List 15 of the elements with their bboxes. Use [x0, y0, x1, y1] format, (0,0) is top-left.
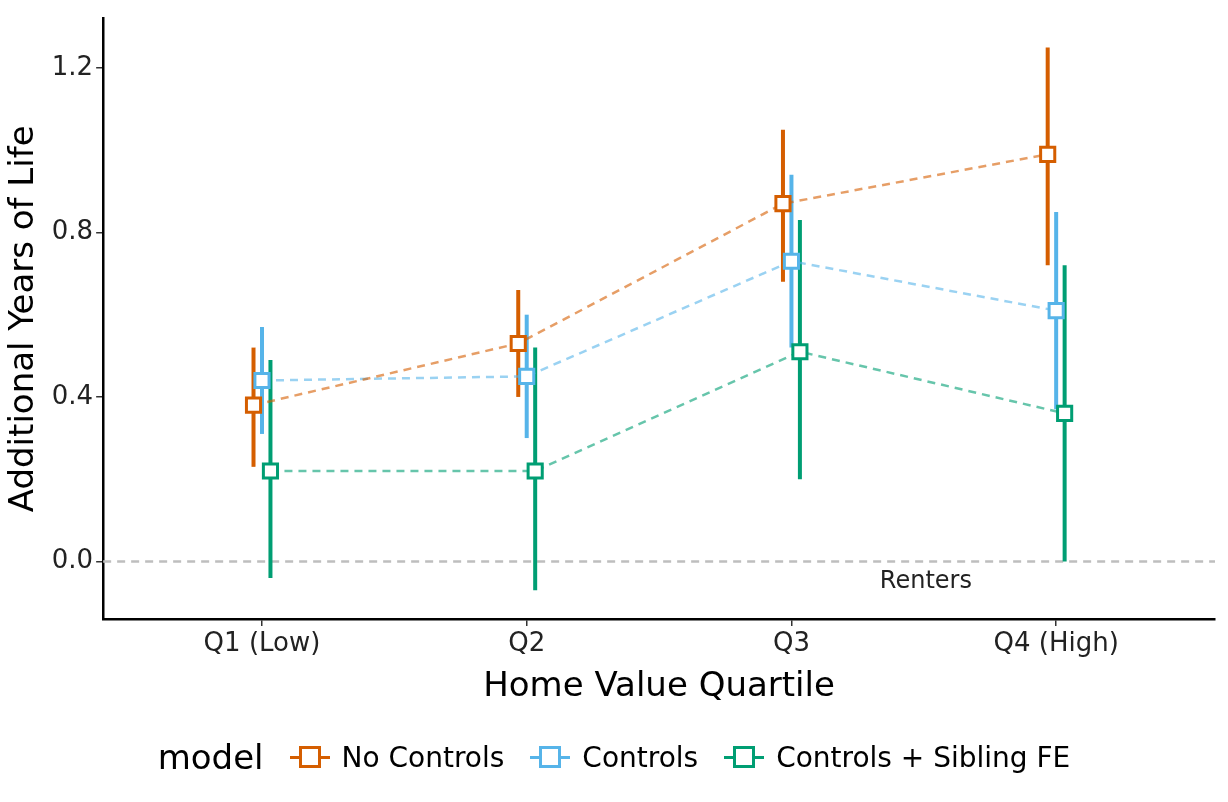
y-tick-label: 0.4 [51, 379, 94, 410]
x-axis-title: Home Value Quartile [483, 664, 835, 705]
x-tick-label: Q3 [772, 627, 810, 658]
y-tick-label: 0.8 [51, 215, 94, 246]
x-tick-label: Q2 [508, 627, 546, 658]
y-tick-label: 0.0 [51, 544, 94, 575]
legend-label: No Controls [341, 740, 505, 774]
x-tick-label: Q4 (High) [993, 627, 1119, 658]
y-axis-title: Additional Years of Life [1, 125, 42, 513]
ref-line-label: Renters [879, 565, 972, 594]
y-tick-label: 1.2 [51, 50, 94, 81]
legend-title: model [157, 737, 264, 777]
legend-label: Controls + Sibling FE [776, 740, 1071, 774]
legend-label: Controls [582, 740, 699, 774]
x-tick-label: Q1 (Low) [203, 627, 321, 658]
